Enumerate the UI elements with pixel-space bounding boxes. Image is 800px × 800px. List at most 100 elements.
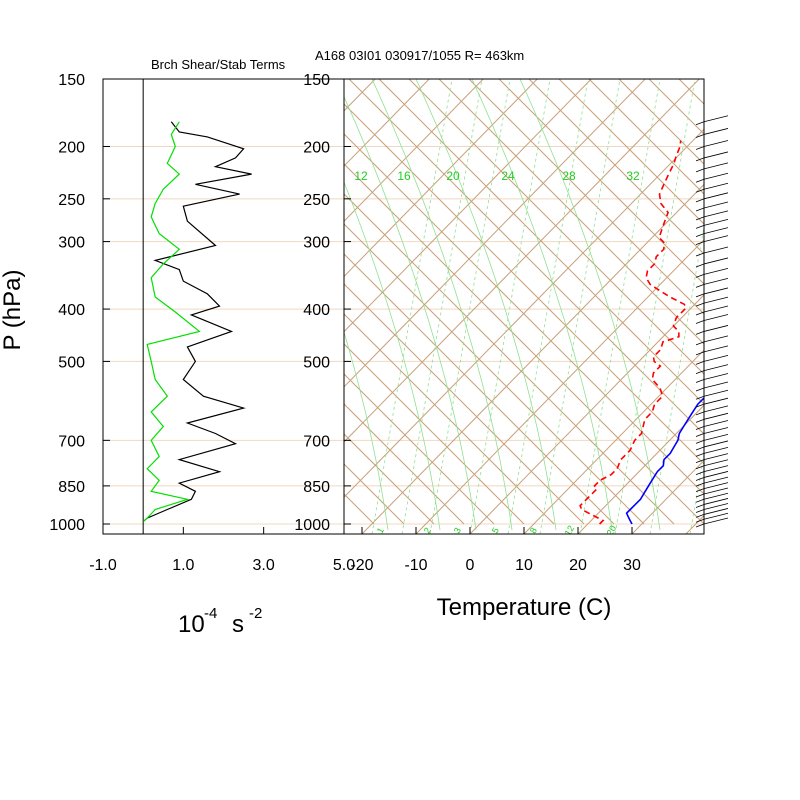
mixing-ratio-label-low: 20 (605, 524, 619, 538)
isotherm (361, 183, 704, 534)
mixing-ratio-line (371, 79, 453, 534)
wind-barb-flag (695, 459, 705, 464)
left-y-tick-label: 300 (58, 235, 85, 252)
wind-barb-flag (695, 418, 705, 423)
wind-barbs (695, 115, 729, 528)
dry-adiabat (694, 4, 800, 524)
wind-barb-staff (703, 162, 729, 170)
dry-adiabat (634, 4, 800, 524)
wind-barb-flag (695, 379, 705, 383)
wind-barb-staff (703, 355, 729, 362)
wind-barb-flag (695, 146, 705, 150)
wind-barb-staff (703, 267, 729, 275)
wind-barb-flag (695, 311, 705, 316)
left-ticks: 150 200 250 300 400 500 700 850 1000 -1.0 1.0 3.0 5.… (49, 72, 355, 574)
wind-barb-staff (703, 335, 729, 343)
dry-adiabat (344, 343, 525, 525)
wind-barb-staff (703, 487, 729, 495)
dry-adiabat (344, 103, 704, 465)
dry-adiabat (648, 79, 704, 135)
right-y-tick-label: 400 (303, 302, 330, 319)
isotherm (0, 69, 223, 534)
left-y-tick-label: 400 (58, 302, 85, 319)
left-y-tick-label: 500 (58, 354, 85, 371)
mixing-ratio-line (614, 79, 696, 534)
wind-barb-flag (695, 403, 705, 408)
wind-barb-flag (695, 446, 705, 451)
dry-adiabat (378, 79, 704, 405)
wind-barb-flag (695, 439, 705, 444)
wind-barb-staff (703, 345, 729, 353)
mixing-ratio-line (539, 79, 621, 534)
dry-adiabat (344, 523, 345, 524)
wind-barb-flag (695, 387, 705, 392)
wind-barb-staff (703, 412, 729, 420)
wind-barb-staff (703, 115, 729, 123)
wind-barb-staff (703, 296, 729, 304)
wind-barb-staff (703, 508, 729, 515)
wind-barb-flag (695, 493, 705, 498)
wind-barb-flag (695, 351, 705, 356)
right-panel: 12 16 20 24 28 321 2 3 5 8 12 20 150200250300400500… (0, 4, 800, 574)
left-panel-title: Brch Shear/Stab Terms (151, 57, 286, 72)
y-axis-title: P (hPa) (0, 270, 26, 351)
dry-adiabat (344, 403, 465, 525)
mixing-ratio-line (507, 79, 589, 534)
moist-adiabat (344, 181, 441, 531)
wind-barb-staff (703, 287, 729, 295)
skewt-series-line-1 (579, 140, 688, 525)
wind-barb-flag (695, 320, 705, 324)
dry-adiabat (724, 4, 800, 524)
isotherm (577, 404, 704, 534)
wind-barb-staff (703, 476, 729, 484)
isotherm (344, 79, 430, 167)
mixing-ratio-label-low: 8 (528, 526, 539, 535)
mixing-ratio-label-low: 5 (490, 526, 501, 535)
dry-adiabat (408, 79, 704, 375)
mixing-ratio-line (469, 79, 551, 534)
dry-adiabat (0, 4, 284, 524)
wind-barb-staff (703, 182, 729, 190)
x-unit-s-exp: -2 (249, 605, 262, 622)
wind-barb-staff (703, 389, 729, 397)
mixing-ratio-label: 24 (501, 169, 515, 183)
wind-barb-staff (703, 314, 729, 321)
wind-barb-flag (695, 263, 705, 268)
wind-barb-staff (703, 305, 729, 313)
wind-barb-staff (703, 420, 729, 427)
right-y-tick-label: 250 (303, 192, 330, 209)
wind-barb-flag (695, 488, 705, 492)
dry-adiabat (0, 4, 314, 524)
wind-barb-flag (695, 283, 705, 288)
dry-adiabat (344, 253, 615, 525)
wind-barb-staff (703, 459, 729, 467)
wind-barb-flag (695, 426, 705, 430)
wind-barb-staff (703, 227, 729, 235)
mixing-ratio-label-low: 2 (422, 526, 433, 535)
mixing-ratio-line (579, 79, 661, 534)
dry-adiabat (438, 79, 704, 345)
wind-barb-flag (695, 370, 705, 374)
wind-barb-flag (695, 341, 705, 346)
moist-adiabat (415, 79, 557, 531)
wind-barb-staff (703, 373, 729, 380)
wind-barb-staff (703, 446, 729, 454)
wind-barb-flag (695, 216, 705, 221)
mixing-ratio-label-low: 1 (375, 526, 386, 535)
wind-barb-staff (703, 512, 729, 520)
isotherm (344, 128, 704, 498)
dry-adiabat (678, 79, 704, 105)
wind-barb-flag (695, 198, 705, 203)
left-x-tick-label: 1.0 (172, 557, 194, 574)
right-x-tick-label: 0 (466, 557, 475, 574)
wind-barb-flag (695, 302, 705, 307)
mixing-ratio-label-low: 12 (563, 524, 577, 538)
wind-barb-flag (695, 411, 705, 416)
dry-adiabat (0, 4, 104, 524)
right-x-tick-label: 30 (623, 557, 641, 574)
dry-adiabat (344, 433, 435, 525)
wind-barb-flag (695, 331, 705, 335)
right-y-tick-label: 700 (303, 433, 330, 450)
left-series-line-1 (142, 121, 201, 523)
isotherm (794, 69, 800, 534)
